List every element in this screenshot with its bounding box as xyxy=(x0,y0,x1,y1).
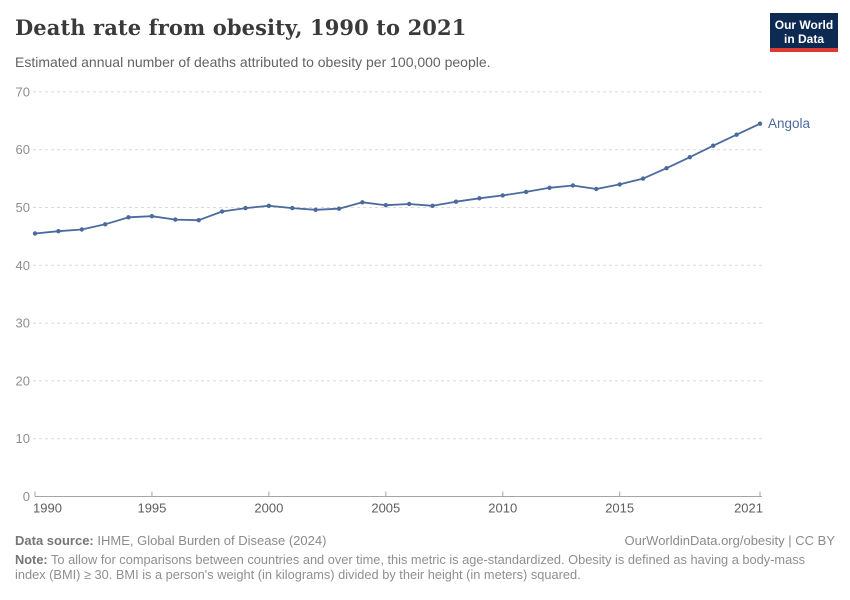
data-point[interactable] xyxy=(547,185,552,190)
x-tick-label: 2005 xyxy=(371,501,400,516)
logo-line-1: Our World xyxy=(774,18,834,32)
logo-line-2: in Data xyxy=(783,32,824,46)
license-link[interactable]: OurWorldinData.org/obesity | CC BY xyxy=(624,533,836,548)
data-point[interactable] xyxy=(173,217,178,222)
footer-note: Note: To allow for comparisons between c… xyxy=(15,552,835,582)
note-line-2: index (BMI) ≥ 30. BMI is a person's weig… xyxy=(15,566,581,582)
data-point[interactable] xyxy=(79,227,85,232)
series-line[interactable] xyxy=(34,122,761,235)
data-point[interactable] xyxy=(196,218,201,223)
data-point[interactable] xyxy=(32,231,38,236)
data-point[interactable] xyxy=(500,193,505,198)
y-tick-label: 30 xyxy=(16,316,30,331)
data-point[interactable] xyxy=(126,215,131,220)
data-point[interactable] xyxy=(290,205,295,211)
y-tick-label: 20 xyxy=(16,373,30,388)
y-tick-label: 0 xyxy=(23,489,30,504)
data-point[interactable] xyxy=(734,132,739,137)
data-point[interactable] xyxy=(711,143,716,148)
page-subtitle: Estimated annual number of deaths attrib… xyxy=(15,54,491,70)
data-point[interactable] xyxy=(757,121,763,126)
data-point[interactable] xyxy=(664,166,669,171)
data-point[interactable] xyxy=(266,203,272,208)
series-end-label[interactable]: Angola xyxy=(768,116,811,131)
x-tick-label: 1990 xyxy=(33,501,62,516)
note-label: Note: xyxy=(15,552,48,567)
x-tick-label: 2010 xyxy=(488,501,517,516)
data-point[interactable] xyxy=(640,176,646,181)
y-tick-label: 50 xyxy=(16,200,30,215)
data-point[interactable] xyxy=(453,199,459,204)
data-point[interactable] xyxy=(523,189,529,195)
data-point[interactable] xyxy=(313,207,318,212)
data-point[interactable] xyxy=(219,209,225,214)
note-line-1: Note: To allow for comparisons between c… xyxy=(15,552,835,568)
page-title: Death rate from obesity, 1990 to 2021 xyxy=(15,15,467,40)
x-tick-label: 2000 xyxy=(254,501,283,516)
y-tick-label: 70 xyxy=(16,84,30,99)
data-point[interactable] xyxy=(477,196,482,201)
data-point[interactable] xyxy=(149,214,155,219)
data-point[interactable] xyxy=(594,186,599,192)
data-source-label: Data source: xyxy=(15,533,94,548)
x-tick-label: 2015 xyxy=(605,501,634,516)
data-point[interactable] xyxy=(103,222,108,227)
y-tick-label: 60 xyxy=(16,142,30,157)
note-text-1: To allow for comparisons between countri… xyxy=(47,552,805,567)
data-point[interactable] xyxy=(407,201,412,207)
data-point[interactable] xyxy=(56,229,61,234)
x-tick-label: 2021 xyxy=(734,501,763,516)
y-tick-label: 10 xyxy=(16,431,30,446)
owid-logo[interactable]: Our World in Data xyxy=(770,13,838,52)
data-point[interactable] xyxy=(687,155,692,160)
data-point[interactable] xyxy=(383,203,388,208)
data-point[interactable] xyxy=(570,183,576,188)
data-point[interactable] xyxy=(617,182,622,187)
data-point[interactable] xyxy=(336,206,342,211)
data-point[interactable] xyxy=(243,205,248,211)
data-point[interactable] xyxy=(430,203,435,208)
data-point[interactable] xyxy=(360,200,365,205)
y-tick-label: 40 xyxy=(16,258,30,273)
footer-source-row: Data source: IHME, Global Burden of Dise… xyxy=(15,533,835,548)
x-tick-label: 1995 xyxy=(137,501,166,516)
data-source-text: IHME, Global Burden of Disease (2024) xyxy=(93,533,327,548)
